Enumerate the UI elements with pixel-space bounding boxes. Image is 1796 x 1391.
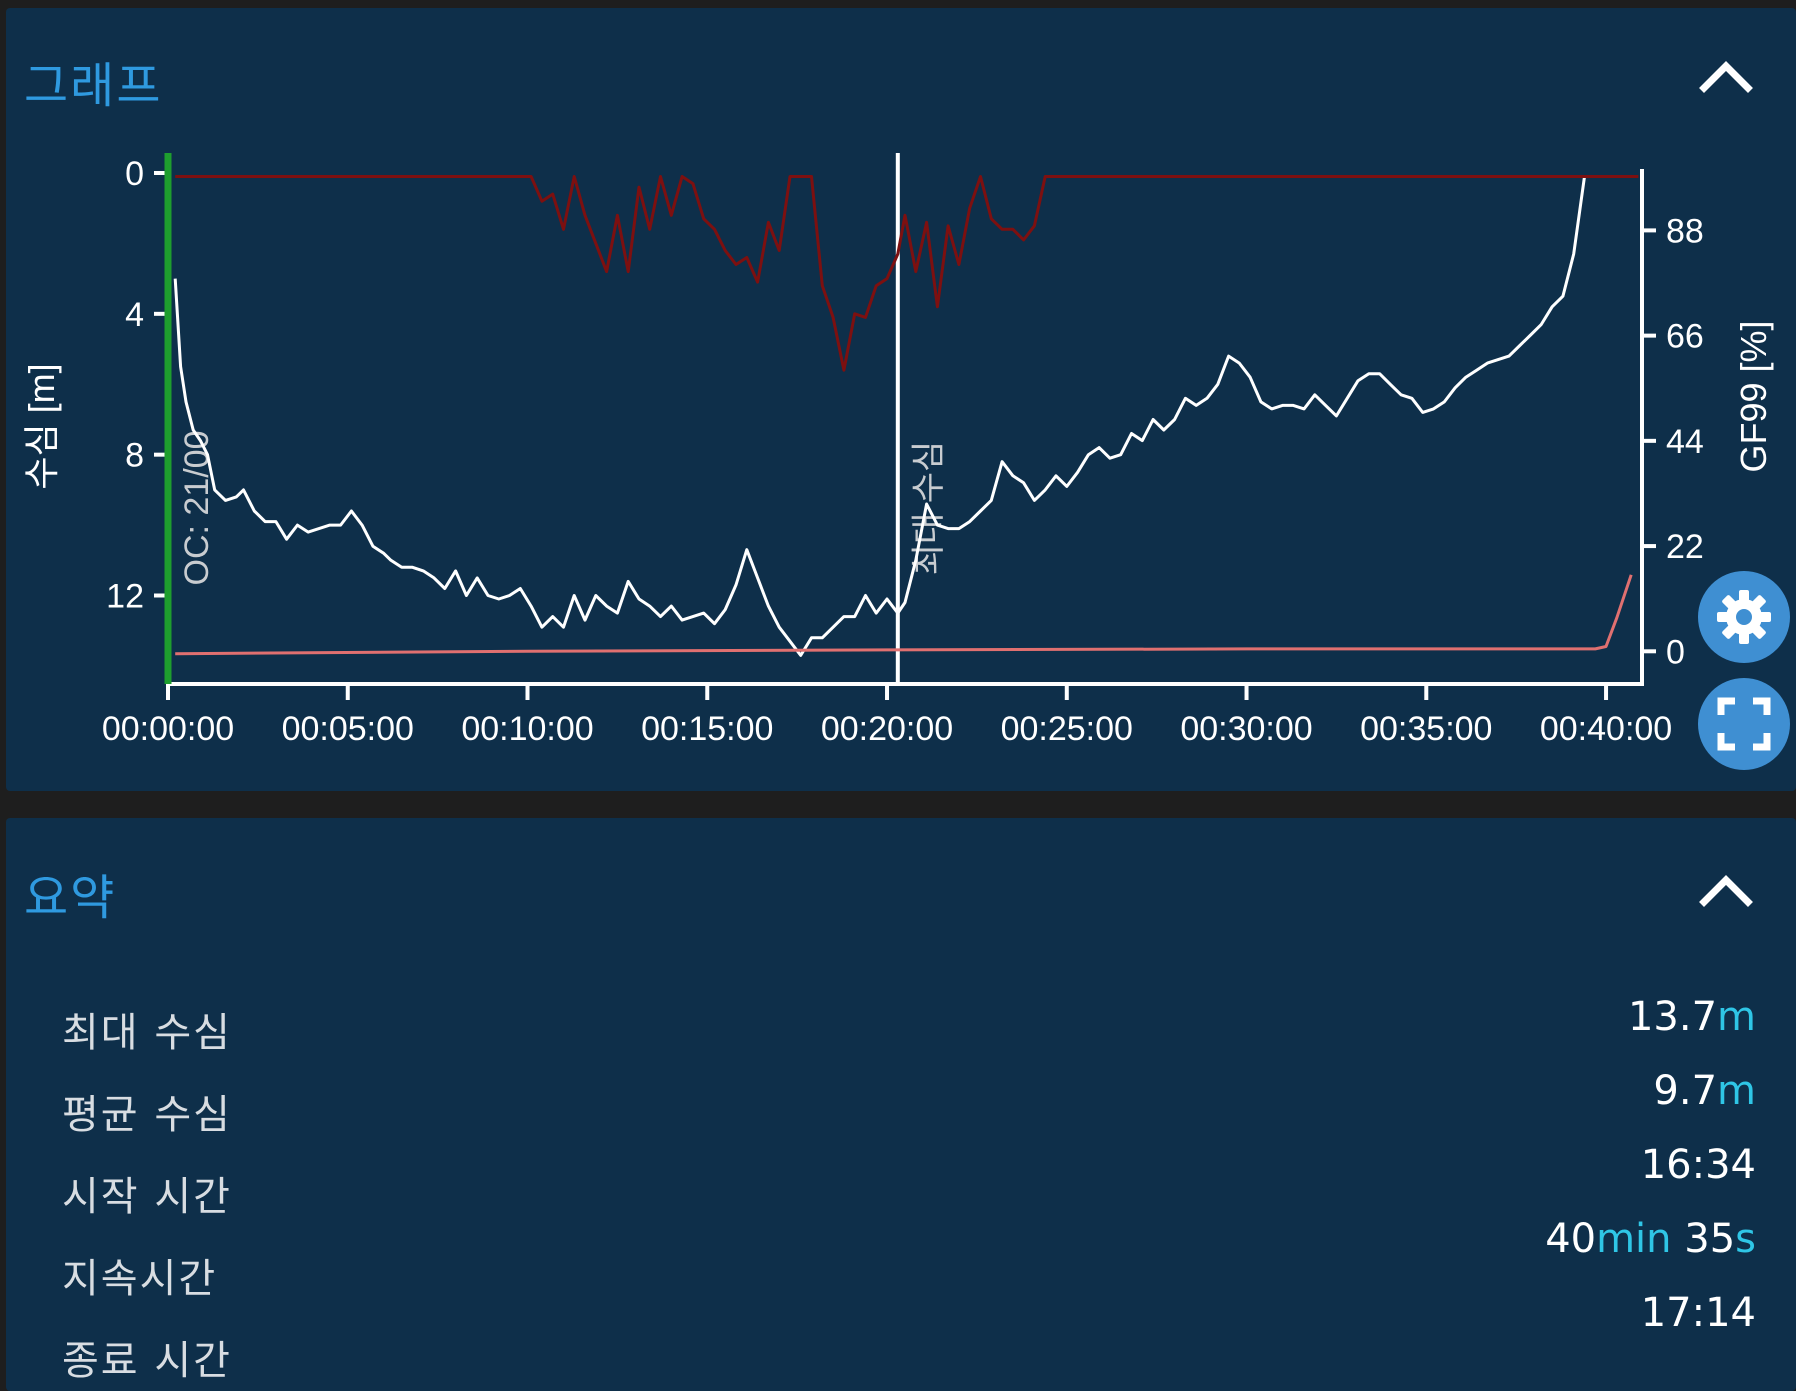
end-time-value: 17:14 — [1640, 1290, 1756, 1336]
avg-depth-label: 평균 수심 — [62, 1092, 232, 1138]
graph-panel: 그래프 00:00:00 00:05:00 00:10:00 00:15:00 00:2… — [6, 8, 1796, 791]
y-tick-label: 0 — [125, 155, 144, 193]
summary-panel: 요약 최대 수심 13.7m 평균 수심 9.7m 시작 시간 16:34 지속… — [6, 818, 1796, 1391]
x-tick-label: 00:40:00 — [1540, 710, 1672, 748]
gear-icon — [1717, 590, 1771, 644]
summary-section-title: 요약 — [24, 870, 117, 926]
graph-collapse-button[interactable] — [1696, 46, 1756, 106]
ceiling-line — [175, 175, 1639, 372]
fullscreen-button[interactable] — [1698, 678, 1790, 770]
y2-tick-label: 22 — [1666, 528, 1704, 566]
fullscreen-icon — [1717, 697, 1771, 751]
duration-label: 지속시간 — [62, 1256, 218, 1302]
gf99-line — [175, 574, 1633, 656]
chart-settings-button[interactable] — [1698, 571, 1790, 663]
graph-section-title: 그래프 — [24, 58, 163, 114]
y-tick-label: 8 — [125, 437, 144, 475]
y2-tick-label: 44 — [1666, 423, 1704, 461]
y-tick-label: 4 — [125, 296, 144, 334]
end-time-label: 종료 시간 — [62, 1338, 232, 1384]
avg-depth-value: 9.7m — [1653, 1068, 1756, 1114]
summary-collapse-button[interactable] — [1696, 860, 1756, 920]
max-depth-value: 13.7m — [1627, 994, 1756, 1040]
y2-axis-title: GF99 [%] — [1733, 320, 1774, 472]
dive-profile-chart[interactable]: 00:00:00 00:05:00 00:10:00 00:15:00 00:20:00… — [6, 8, 1796, 791]
max-depth-label: 최대 수심 — [62, 1010, 232, 1056]
chevron-up-icon — [1699, 61, 1753, 93]
gas-switch-label: OC: 21/00 — [178, 431, 216, 586]
chevron-up-icon — [1699, 875, 1753, 907]
y2-tick-label: 88 — [1666, 212, 1704, 250]
y-axis-title: 수심 [m] — [21, 363, 62, 489]
y-tick-label: 12 — [106, 578, 144, 616]
x-tick-label: 00:10:00 — [461, 710, 593, 748]
x-tick-label: 00:15:00 — [641, 710, 773, 748]
x-tick-label: 00:25:00 — [1001, 710, 1133, 748]
depth-profile-line — [173, 176, 1586, 657]
duration-value: 40min 35s — [1545, 1216, 1756, 1262]
y2-tick-label: 0 — [1666, 633, 1685, 671]
start-time-value: 16:34 — [1640, 1142, 1756, 1188]
x-tick-label: 00:00:00 — [102, 710, 234, 748]
x-tick-label: 00:30:00 — [1180, 710, 1312, 748]
x-tick-label: 00:35:00 — [1360, 710, 1492, 748]
x-tick-label: 00:05:00 — [282, 710, 414, 748]
x-tick-label: 00:20:00 — [821, 710, 953, 748]
start-time-label: 시작 시간 — [62, 1174, 232, 1220]
y2-tick-label: 66 — [1666, 318, 1704, 356]
